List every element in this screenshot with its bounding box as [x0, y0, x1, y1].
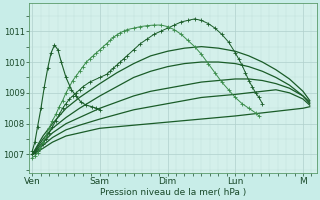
- X-axis label: Pression niveau de la mer( hPa ): Pression niveau de la mer( hPa ): [100, 188, 246, 197]
